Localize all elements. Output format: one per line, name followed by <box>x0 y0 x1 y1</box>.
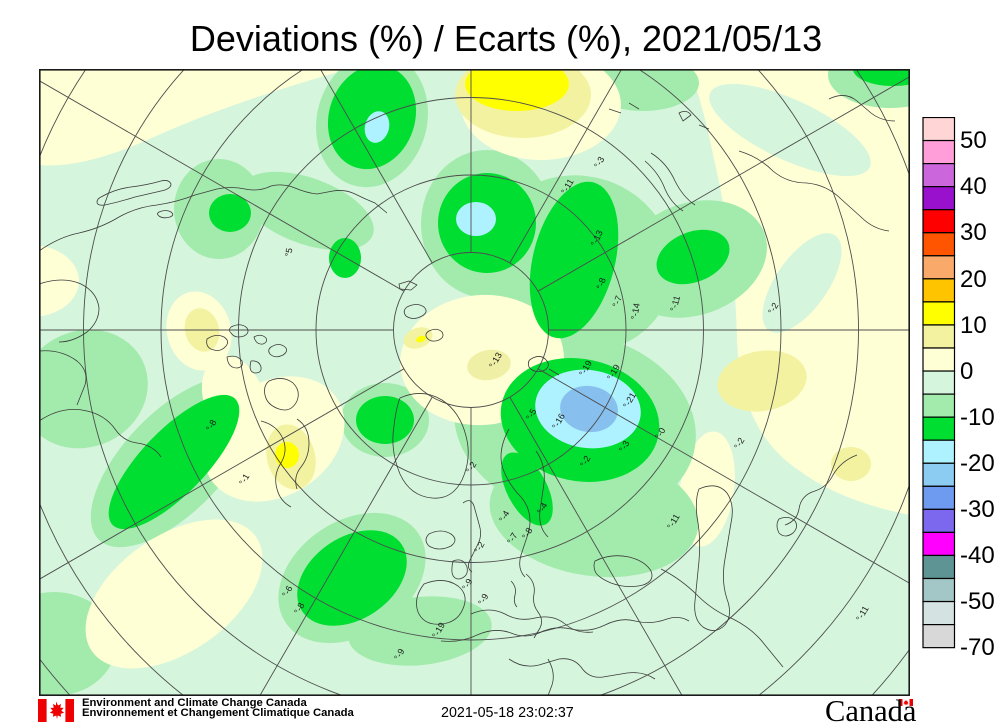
svg-text:°5: °5 <box>283 247 294 257</box>
svg-text:°-7: °-7 <box>610 294 623 308</box>
svg-text:°-8: °-8 <box>594 276 607 290</box>
svg-text:°-14: °-14 <box>629 302 642 320</box>
svg-text:°-11: °-11 <box>668 295 682 313</box>
